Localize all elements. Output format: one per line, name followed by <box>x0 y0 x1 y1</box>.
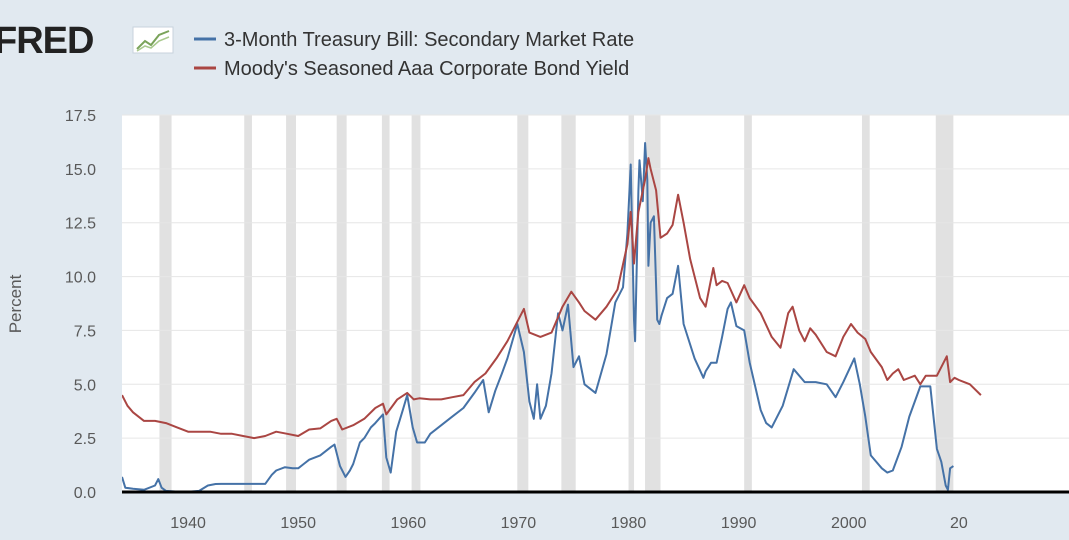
y-tick-label: 2.5 <box>74 431 96 448</box>
fred-logo-text: FRED <box>0 20 93 62</box>
legend-item-aaa[interactable]: Moody's Seasoned Aaa Corporate Bond Yiel… <box>194 58 629 80</box>
x-tick-label: 1940 <box>170 515 206 532</box>
recession-band <box>561 115 576 492</box>
recession-band <box>517 115 529 492</box>
y-tick-label: 0.0 <box>74 485 96 502</box>
legend-label-tbill: 3-Month Treasury Bill: Secondary Market … <box>224 29 634 51</box>
fred-logo[interactable]: FRED <box>0 20 174 62</box>
recession-band <box>381 115 390 492</box>
recession-bands <box>159 115 954 492</box>
x-tick-label: 1960 <box>391 515 427 532</box>
recession-band <box>744 115 752 492</box>
x-tick-label: 1980 <box>611 515 647 532</box>
recession-band <box>244 115 252 492</box>
x-tick-label: 20 <box>950 515 968 532</box>
recession-band <box>411 115 421 492</box>
series-line-tbill <box>122 142 954 493</box>
legend-item-tbill[interactable]: 3-Month Treasury Bill: Secondary Market … <box>194 29 634 51</box>
fred-chart-icon <box>132 26 174 54</box>
y-tick-label: 15.0 <box>65 162 96 179</box>
y-axis-title: Percent <box>6 274 25 333</box>
x-tick-label: 1950 <box>280 515 316 532</box>
recession-band <box>628 115 635 492</box>
y-tick-label: 5.0 <box>74 377 96 394</box>
series-line-aaa <box>122 157 982 440</box>
legend: 3-Month Treasury Bill: Secondary Market … <box>194 29 634 80</box>
recession-band <box>935 115 954 492</box>
recession-band <box>286 115 296 492</box>
legend-label-aaa: Moody's Seasoned Aaa Corporate Bond Yiel… <box>224 58 629 80</box>
recession-band <box>159 115 172 492</box>
x-tick-labels: 1940 1950 1960 1970 1980 1990 2000 20 <box>170 515 968 532</box>
x-tick-label: 1990 <box>721 515 757 532</box>
recession-band <box>336 115 347 492</box>
series-lines <box>122 142 982 493</box>
y-tick-label: 10.0 <box>65 270 96 287</box>
y-tick-label: 12.5 <box>65 216 96 233</box>
y-tick-labels: 0.0 2.5 5.0 7.5 10.0 12.5 15.0 17.5 <box>65 108 96 502</box>
x-tick-label: 1970 <box>501 515 537 532</box>
gridlines <box>122 114 1069 439</box>
x-tick-label: 2000 <box>831 515 867 532</box>
recession-band <box>861 115 870 492</box>
recession-band <box>645 115 661 492</box>
plot-area <box>122 115 1069 493</box>
y-tick-label: 7.5 <box>74 323 96 340</box>
y-tick-label: 17.5 <box>65 108 96 125</box>
